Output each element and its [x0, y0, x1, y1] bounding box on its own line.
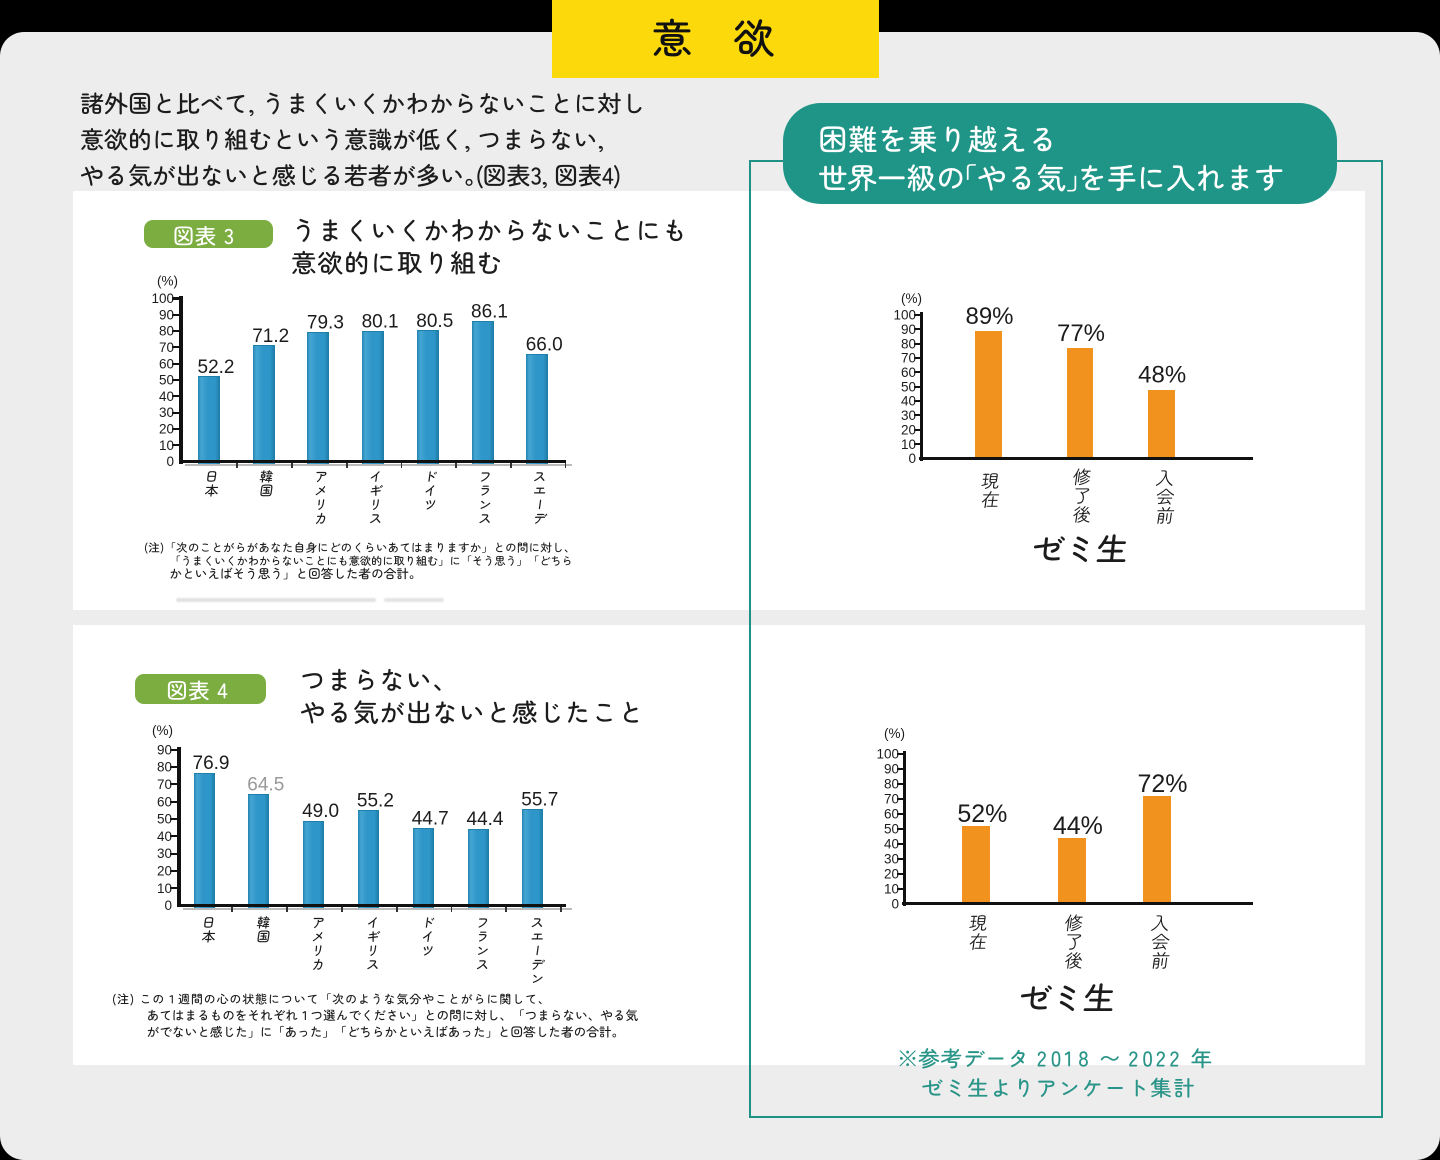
- svg-text:0: 0: [908, 451, 916, 466]
- svg-text:20: 20: [159, 422, 174, 437]
- svg-text:40: 40: [157, 829, 172, 844]
- svg-text:0: 0: [166, 454, 174, 469]
- svg-text:10: 10: [159, 438, 174, 453]
- svg-text:10: 10: [157, 881, 172, 896]
- svg-text:100: 100: [151, 291, 174, 306]
- svg-text:90: 90: [901, 322, 916, 337]
- svg-text:20: 20: [901, 422, 916, 437]
- svg-text:90: 90: [157, 742, 172, 757]
- svg-text:20: 20: [884, 867, 899, 882]
- svg-text:50: 50: [159, 373, 174, 388]
- svg-text:30: 30: [901, 408, 916, 423]
- svg-text:52.2: 52.2: [198, 357, 235, 378]
- svg-text:50: 50: [901, 379, 916, 394]
- svg-text:80: 80: [159, 324, 174, 339]
- svg-text:80: 80: [884, 777, 899, 792]
- svg-text:(%): (%): [884, 726, 905, 741]
- svg-text:80.1: 80.1: [362, 311, 399, 332]
- svg-text:44.7: 44.7: [412, 809, 449, 830]
- svg-text:64.5: 64.5: [247, 774, 284, 795]
- svg-text:100: 100: [893, 308, 916, 323]
- svg-text:60: 60: [901, 365, 916, 380]
- svg-text:86.1: 86.1: [471, 302, 508, 323]
- svg-text:80: 80: [901, 336, 916, 351]
- svg-text:44.4: 44.4: [467, 809, 504, 830]
- svg-text:40: 40: [901, 394, 916, 409]
- svg-text:89%: 89%: [965, 303, 1013, 330]
- svg-text:50: 50: [157, 812, 172, 827]
- svg-text:79.3: 79.3: [307, 313, 344, 334]
- svg-text:30: 30: [157, 846, 172, 861]
- svg-text:20: 20: [157, 864, 172, 879]
- svg-text:40: 40: [159, 389, 174, 404]
- svg-text:49.0: 49.0: [302, 801, 339, 822]
- svg-text:52%: 52%: [957, 800, 1007, 828]
- svg-text:60: 60: [884, 807, 899, 822]
- svg-text:76.9: 76.9: [193, 753, 230, 774]
- svg-text:72%: 72%: [1137, 770, 1187, 798]
- svg-text:71.2: 71.2: [252, 326, 289, 347]
- svg-text:77%: 77%: [1057, 320, 1105, 347]
- svg-text:70: 70: [159, 340, 174, 355]
- svg-text:30: 30: [884, 852, 899, 867]
- svg-text:48%: 48%: [1138, 362, 1186, 389]
- svg-text:0: 0: [164, 898, 172, 913]
- svg-text:55.7: 55.7: [521, 790, 558, 811]
- svg-text:40: 40: [884, 837, 899, 852]
- svg-text:66.0: 66.0: [526, 334, 563, 355]
- svg-text:90: 90: [159, 307, 174, 322]
- svg-text:60: 60: [159, 356, 174, 371]
- svg-text:10: 10: [884, 882, 899, 897]
- svg-text:70: 70: [901, 351, 916, 366]
- svg-text:80: 80: [157, 760, 172, 775]
- svg-text:(%): (%): [152, 723, 173, 738]
- svg-text:55.2: 55.2: [357, 791, 394, 812]
- svg-text:70: 70: [884, 792, 899, 807]
- svg-text:90: 90: [884, 762, 899, 777]
- svg-text:44%: 44%: [1053, 812, 1103, 840]
- svg-text:100: 100: [876, 747, 899, 762]
- svg-text:30: 30: [159, 405, 174, 420]
- svg-text:(%): (%): [157, 274, 178, 289]
- svg-text:60: 60: [157, 794, 172, 809]
- svg-text:50: 50: [884, 822, 899, 837]
- svg-text:(%): (%): [901, 291, 922, 306]
- svg-text:10: 10: [901, 437, 916, 452]
- svg-text:0: 0: [891, 897, 899, 912]
- svg-text:70: 70: [157, 777, 172, 792]
- svg-text:80.5: 80.5: [416, 311, 453, 332]
